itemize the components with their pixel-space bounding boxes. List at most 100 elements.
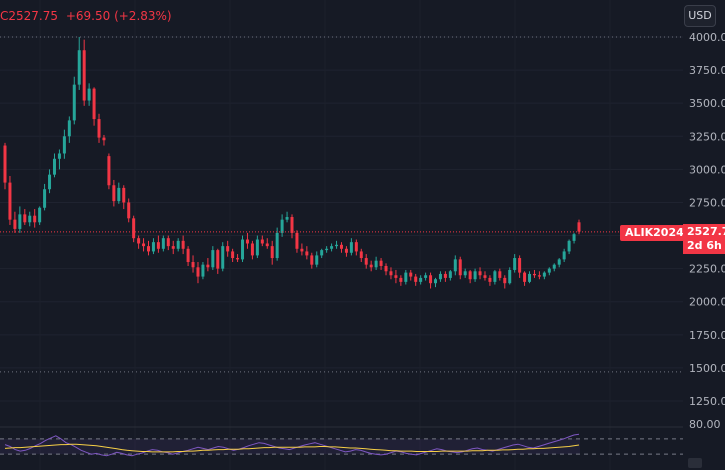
horizontal-levels	[0, 36, 683, 373]
candle-body	[13, 219, 17, 229]
candle-body	[508, 269, 512, 284]
candle-body	[270, 246, 274, 259]
candle-body	[265, 243, 269, 247]
price-axis-tick-label: 3500.00	[689, 97, 725, 110]
candle-body	[48, 174, 52, 190]
rsi-line	[4, 433, 580, 457]
candle-body	[18, 214, 22, 229]
candle-body	[325, 248, 329, 251]
candle-body	[557, 259, 561, 265]
candle-body	[518, 258, 522, 273]
candle-body	[82, 50, 86, 101]
candle-body	[434, 279, 437, 284]
price-axis-tick-label: 3250.00	[689, 130, 725, 143]
candle-body	[478, 271, 482, 276]
candle-body	[468, 271, 472, 280]
candle-body	[364, 258, 368, 265]
candle-body	[379, 260, 383, 266]
candle-body	[404, 272, 408, 282]
price-axis-tick-label: 2000.00	[689, 296, 725, 309]
candle-body	[448, 271, 452, 278]
candle-body	[384, 265, 388, 272]
candle-body	[414, 276, 418, 282]
candle-body	[107, 156, 111, 186]
candle-body	[137, 238, 141, 244]
price-axis-tick-label: 3000.00	[689, 163, 725, 176]
candle-body	[127, 202, 131, 219]
candle-body	[315, 255, 319, 265]
candle-body	[552, 264, 556, 269]
candle-body	[389, 271, 393, 276]
candle-body	[250, 243, 254, 256]
candle-body	[226, 246, 230, 252]
candle-body	[43, 189, 47, 208]
candle-body	[102, 137, 106, 141]
candle-body	[503, 277, 507, 284]
candle-body	[77, 50, 81, 85]
candle-body	[419, 277, 423, 282]
candle-body	[67, 120, 71, 137]
rsi-pane	[0, 426, 683, 457]
candle-body	[359, 251, 363, 259]
candle-body	[300, 248, 304, 252]
candle-body	[255, 239, 259, 256]
candle-body	[236, 258, 240, 260]
candle-body	[498, 271, 502, 278]
candle-body	[577, 222, 581, 232]
candle-body	[562, 251, 566, 260]
price-axis-tick-label: 3750.00	[689, 64, 725, 77]
candle-body	[275, 232, 279, 259]
candle-body	[473, 271, 477, 280]
last-price-axis-value: 2527.7	[687, 225, 725, 238]
candle-body	[196, 267, 200, 277]
candle-body	[429, 275, 433, 284]
candle-body	[523, 272, 527, 282]
candle-body	[280, 219, 284, 233]
candle-body	[171, 246, 175, 249]
candle-body	[112, 185, 116, 202]
candle-body	[216, 250, 220, 269]
candle-body	[339, 244, 343, 249]
candle-body	[349, 242, 353, 253]
candle-body	[542, 272, 546, 277]
candle-body	[191, 262, 195, 268]
candle-body	[463, 271, 467, 276]
candle-body	[374, 260, 378, 268]
candle-body	[38, 207, 42, 223]
rsi-axis[interactable]: 80.00	[688, 418, 721, 468]
symbol-tag: ALIK2024	[620, 225, 689, 241]
candle-body	[320, 250, 324, 256]
rsi-axis-button	[688, 458, 702, 468]
rsi-ma-line	[4, 443, 580, 453]
candle-body	[305, 251, 309, 256]
candle-body	[241, 239, 245, 260]
candle-body	[572, 234, 576, 241]
candle-body	[33, 215, 37, 223]
price-axis[interactable]: 4000.00 3750.00 3500.00 3250.00 3000.00 2750.…	[683, 0, 725, 420]
candle-body	[211, 250, 215, 268]
candle-body	[394, 275, 398, 278]
currency-button[interactable]: USD	[684, 5, 716, 27]
candle-body	[310, 255, 314, 265]
candle-body	[260, 239, 264, 244]
candle-body	[142, 243, 146, 247]
candle-body	[513, 258, 517, 270]
candle-body	[330, 246, 334, 249]
candle-body	[166, 238, 170, 247]
candle-body	[151, 242, 155, 252]
price-axis-tick-label: 2750.00	[689, 196, 725, 209]
candle-body	[122, 187, 126, 203]
bar-countdown: 2d 6h	[687, 239, 722, 252]
candle-body	[156, 242, 160, 249]
candlestick-series	[3, 37, 581, 289]
candle-body	[97, 119, 101, 138]
candle-body	[201, 264, 205, 277]
price-axis-tick-label: 4000.00	[689, 31, 725, 44]
ohlc-header: C2527.75 +69.50 (+2.83%)	[0, 9, 172, 23]
candle-body	[443, 273, 447, 278]
candle-body	[117, 187, 121, 202]
candle-body	[87, 88, 91, 101]
candle-body	[453, 259, 457, 272]
candle-body	[161, 238, 165, 249]
